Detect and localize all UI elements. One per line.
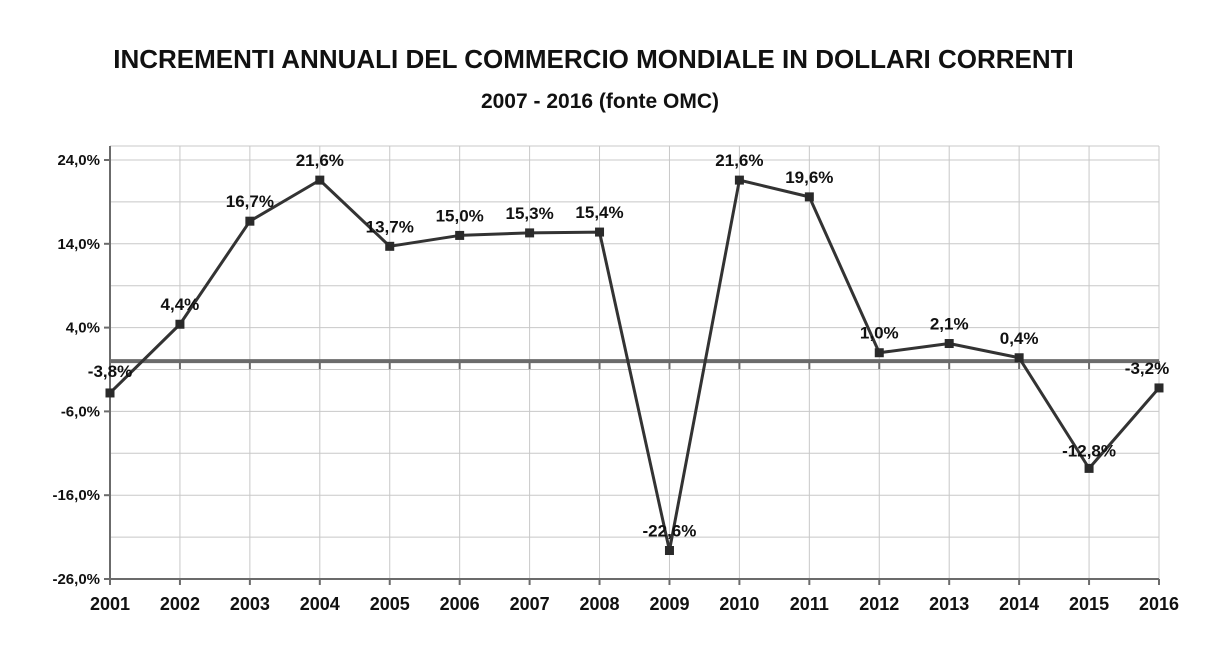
series-layer (105, 175, 1164, 556)
data-label: 2,1% (930, 315, 969, 334)
x-tick-label: 2010 (719, 594, 759, 614)
data-label: 1,0% (860, 324, 899, 343)
x-tick-label: 2013 (929, 594, 969, 614)
data-point-marker (874, 348, 884, 358)
x-tick-label: 2006 (440, 594, 480, 614)
data-label: 15,0% (436, 206, 484, 225)
y-tick-label: 24,0% (57, 152, 100, 169)
data-point-marker (385, 241, 395, 251)
x-tick-label: 2001 (90, 594, 130, 614)
data-point-marker (525, 228, 535, 238)
data-label: -3,2% (1125, 359, 1169, 378)
data-label: 13,7% (366, 217, 414, 236)
x-tick-label: 2003 (230, 594, 270, 614)
x-tick-label: 2005 (370, 594, 410, 614)
x-tick-label: 2008 (580, 594, 620, 614)
x-tick-label: 2016 (1139, 594, 1179, 614)
axis-layer: 24,0% 14,0% 4,0% -6,0% -16,0% -26,0% 2001 2002 2… (52, 146, 1179, 614)
data-label: -3,8% (88, 362, 132, 381)
x-tick-label: 2015 (1069, 594, 1109, 614)
y-tick-label: -6,0% (61, 403, 100, 420)
data-label: 19,6% (785, 168, 833, 187)
data-point-marker (804, 192, 814, 202)
label-layer: -3,8% 4,4% 16,7% 21,6% 13,7% 15,0% 15,3% 15,4% -… (88, 151, 1169, 540)
data-label: -12,8% (1062, 441, 1116, 460)
data-point-marker (664, 546, 674, 556)
x-tick-label: 2011 (790, 594, 829, 614)
chart-subtitle: 2007 - 2016 (fonte OMC) (480, 90, 720, 113)
data-point-marker (1014, 353, 1024, 363)
data-point-marker (175, 319, 185, 329)
data-label: 21,6% (715, 151, 763, 170)
x-tick-label: 2009 (649, 594, 689, 614)
data-label: 4,4% (161, 295, 200, 314)
data-point-marker (944, 339, 954, 349)
x-tick-label: 2012 (859, 594, 899, 614)
data-point-marker (245, 216, 255, 226)
data-label: 0,4% (1000, 329, 1039, 348)
data-point-marker (315, 175, 325, 185)
x-tick-label: 2004 (300, 594, 340, 614)
data-label: 15,3% (505, 204, 553, 223)
data-label: 15,4% (575, 203, 623, 222)
x-tick-label: 2007 (510, 594, 550, 614)
y-tick-label: 4,0% (66, 320, 100, 337)
data-point-marker (1084, 463, 1094, 473)
y-tick-label: -26,0% (52, 571, 100, 588)
data-point-marker (595, 227, 605, 237)
series-line (108, 178, 1161, 553)
data-label: 21,6% (296, 151, 344, 170)
x-tick-label: 2002 (160, 594, 200, 614)
data-point-marker (1154, 383, 1164, 393)
y-tick-label: 14,0% (57, 236, 100, 253)
x-tick-label: 2014 (999, 594, 1039, 614)
data-point-marker (734, 175, 744, 185)
data-label: -22,6% (643, 522, 697, 541)
chart-title: INCREMENTI ANNUALI DEL COMMERCIO MONDIAL… (113, 44, 1074, 74)
y-tick-label: -16,0% (52, 487, 100, 504)
data-point-marker (105, 388, 115, 398)
data-label: 16,7% (226, 192, 274, 211)
data-point-marker (455, 230, 465, 240)
